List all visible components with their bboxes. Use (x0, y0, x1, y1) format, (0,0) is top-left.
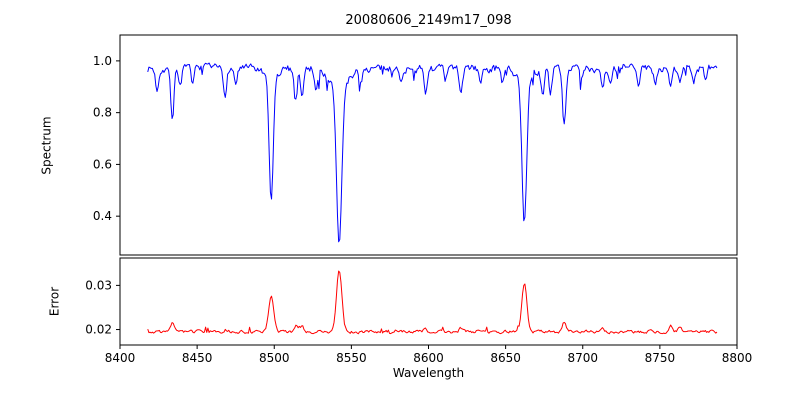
error-line (147, 270, 718, 335)
x-tick-label: 8500 (259, 351, 290, 365)
x-tick-label: 8700 (567, 351, 598, 365)
y-tick-label: 0.4 (93, 209, 112, 223)
x-tick-label: 8800 (722, 351, 753, 365)
y-tick-label: 0.6 (93, 157, 112, 171)
x-tick-label: 8450 (182, 351, 213, 365)
x-tick-label: 8750 (645, 351, 676, 365)
x-tick-label: 8400 (105, 351, 136, 365)
y-tick-label: 0.03 (85, 278, 112, 292)
y-tick-label: 0.8 (93, 106, 112, 120)
error-panel: 0.02 0.03 8400 8450 8500 8550 8600 8650 8700 8750… (85, 257, 753, 365)
x-tick-label: 8650 (490, 351, 521, 365)
x-tick-label: 8600 (413, 351, 444, 365)
x-tick-label: 8550 (336, 351, 367, 365)
spectrum-panel-frame (119, 34, 738, 256)
spectrum-line (147, 62, 718, 243)
y-tick-label: 1.0 (93, 54, 112, 68)
chart-title: 20080606_2149m17_098 (345, 13, 512, 28)
y-tick-label: 0.02 (85, 323, 112, 337)
wavelength-axis-label: Wavelength (392, 366, 465, 380)
spectrum-panel: 0.4 0.6 0.8 1.0 (93, 34, 738, 256)
